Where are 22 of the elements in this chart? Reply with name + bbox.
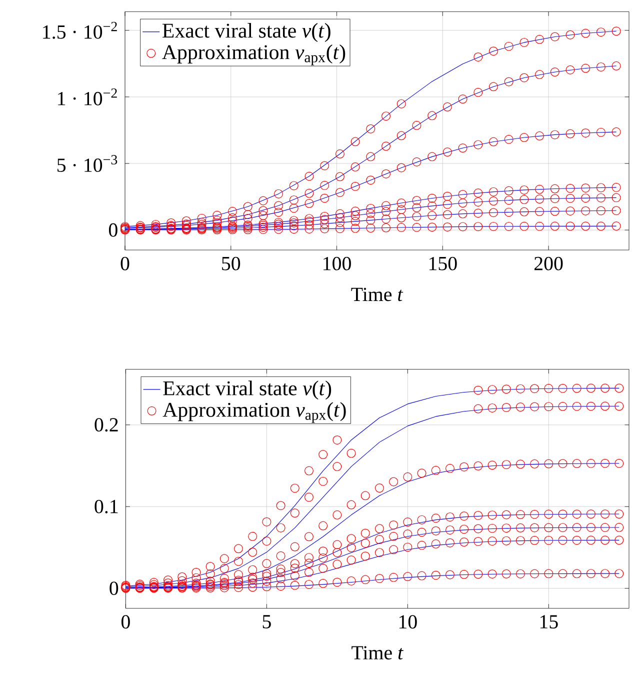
y-tick-label: 5 · 10$^{−3}$ bbox=[57, 155, 118, 172]
x-tick-label: 5 bbox=[262, 615, 271, 628]
x-tick-label: 0 bbox=[120, 256, 130, 270]
y-tick-label: 1.5 · 10$^{−2}$ bbox=[43, 22, 117, 39]
legend-label: Exact viral state v(t) bbox=[162, 23, 330, 42]
y-tick-label: 0.2 bbox=[94, 418, 118, 432]
x-tick-label: 0 bbox=[121, 615, 130, 629]
x-tick-label: 50 bbox=[222, 256, 240, 270]
x-tick-label: 200 bbox=[534, 256, 563, 270]
y-tick-label: 1 · 10$^{−2}$ bbox=[58, 88, 117, 106]
legend-label: Approximation v$_{apx}$(t) bbox=[162, 402, 346, 423]
x-tick-label: 15 bbox=[540, 615, 558, 628]
x-tick-label: 100 bbox=[324, 256, 351, 270]
y-tick-label: 0 bbox=[110, 582, 118, 596]
y-tick-label: 0 bbox=[108, 223, 118, 237]
x-axis-title: Time t bbox=[352, 646, 404, 660]
y-tick-label: 0.1 bbox=[94, 500, 118, 514]
x-tick-label: 150 bbox=[429, 256, 457, 270]
x-tick-label: 10 bbox=[399, 615, 417, 629]
x-axis-title: Time t bbox=[351, 288, 404, 302]
legend-label: Exact viral state v(t) bbox=[163, 380, 332, 400]
legend-label: Approximation v$_{apx}$(t) bbox=[162, 44, 346, 66]
